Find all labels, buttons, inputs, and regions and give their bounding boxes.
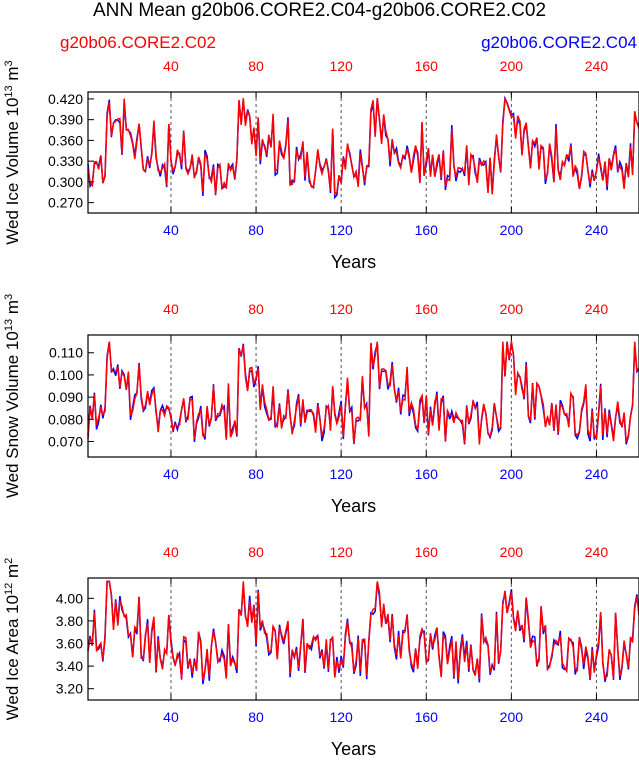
x-tick-label-bottom: 120	[329, 466, 353, 482]
y-tick-label: 3.20	[56, 681, 83, 697]
legend-c02: g20b06.CORE2.C02	[60, 33, 216, 52]
y-axis-label-ylabel-unit-exp: 2	[3, 558, 15, 564]
series-line-c02	[87, 580, 639, 681]
figure-title: ANN Mean g20b06.CORE2.C04-g20b06.CORE2.C…	[92, 0, 547, 21]
plot-frame	[87, 334, 639, 458]
y-tick-label: 0.330	[48, 153, 83, 169]
y-tick-label: 0.070	[48, 433, 83, 449]
x-axis-label: Years	[331, 739, 376, 759]
x-tick-label-top: 120	[329, 301, 353, 317]
y-tick-label: 3.60	[56, 636, 83, 652]
x-tick-label-top: 240	[585, 301, 609, 317]
y-tick-label: 0.360	[48, 132, 83, 148]
y-tick-label: 0.110	[49, 345, 83, 361]
x-tick-label-bottom: 240	[585, 709, 609, 725]
panel-3: 3.20 3.40 3.60 3.80 4.00 40 40 80 80 120 120 160 160…	[3, 544, 639, 759]
x-tick-label-top: 240	[585, 544, 609, 560]
y-axis-label-ylabel: Wed Snow Volume 10	[3, 331, 22, 498]
plot-frame	[87, 577, 639, 701]
x-axis-label: Years	[331, 496, 376, 516]
x-tick-label-bottom: 240	[585, 466, 609, 482]
x-tick-label-top: 200	[500, 544, 524, 560]
legend-c04: g20b06.CORE2.C04	[481, 33, 637, 52]
y-tick-label: 3.80	[56, 613, 83, 629]
y-axis-label: Wed Ice Volume 1013 m3	[3, 60, 22, 244]
x-tick-label-bottom: 40	[163, 466, 179, 482]
x-tick-label-top: 200	[500, 58, 524, 74]
x-tick-label-bottom: 120	[329, 222, 353, 238]
x-axis-label: Years	[331, 252, 376, 272]
x-tick-label-top: 160	[415, 544, 439, 560]
series-line-c02	[87, 341, 639, 445]
x-tick-label-top: 40	[163, 301, 179, 317]
y-tick-label: 0.420	[48, 91, 83, 107]
x-tick-label-bottom: 160	[415, 222, 439, 238]
x-tick-label-bottom: 80	[248, 466, 264, 482]
x-tick-label-bottom: 80	[248, 222, 264, 238]
y-axis-label: Wed Ice Area 1012 m2	[3, 558, 22, 721]
plot-frame	[87, 91, 639, 214]
y-axis-label-ylabel-unit-exp: 3	[3, 60, 15, 66]
y-axis-label-ylabel-unit-exp: 3	[3, 294, 15, 300]
x-tick-label-bottom: 160	[415, 709, 439, 725]
x-tick-label-bottom: 40	[163, 222, 179, 238]
y-tick-label: 0.080	[48, 411, 83, 427]
series-line-c02	[87, 97, 639, 195]
x-tick-label-top: 40	[163, 544, 179, 560]
x-tick-label-bottom: 120	[329, 709, 353, 725]
y-tick-label: 0.100	[48, 367, 83, 383]
x-tick-label-top: 240	[585, 58, 609, 74]
y-tick-label: 0.270	[48, 195, 83, 211]
y-axis-label-ylabel-exp: 12	[3, 583, 15, 595]
x-tick-label-top: 120	[329, 58, 353, 74]
y-axis-label-ylabel-exp: 13	[3, 85, 15, 97]
x-tick-label-bottom: 200	[500, 222, 524, 238]
y-tick-label: 3.40	[56, 658, 83, 674]
x-tick-label-bottom: 200	[500, 466, 524, 482]
y-axis-label: Wed Snow Volume 1013 m3	[3, 294, 22, 498]
x-tick-label-top: 120	[329, 544, 353, 560]
x-tick-label-top: 160	[415, 58, 439, 74]
x-tick-label-top: 80	[248, 301, 264, 317]
x-tick-label-bottom: 160	[415, 466, 439, 482]
y-axis-label-ylabel-exp: 13	[3, 319, 15, 331]
y-axis-label-ylabel-unit: m	[3, 564, 22, 583]
y-tick-label: 4.00	[56, 590, 83, 606]
x-tick-label-top: 160	[415, 301, 439, 317]
x-tick-label-bottom: 200	[500, 709, 524, 725]
y-axis-label-ylabel: Wed Ice Area 10	[3, 595, 22, 720]
panel-1: 0.270 0.300 0.330 0.360 0.390 0.420 40 40 80 80 12…	[3, 58, 639, 272]
x-tick-label-bottom: 240	[585, 222, 609, 238]
panel-2: 0.070 0.080 0.090 0.100 0.110 40 40 80 80 120 120 1…	[3, 294, 639, 516]
x-tick-label-top: 40	[163, 58, 179, 74]
y-axis-label-ylabel-unit: m	[3, 300, 22, 319]
y-axis-label-ylabel-unit: m	[3, 66, 22, 85]
x-tick-label-bottom: 40	[163, 709, 179, 725]
x-tick-label-top: 80	[248, 58, 264, 74]
x-tick-label-top: 80	[248, 544, 264, 560]
x-tick-label-bottom: 80	[248, 709, 264, 725]
y-axis-label-ylabel: Wed Ice Volume 10	[3, 98, 22, 245]
y-tick-label: 0.300	[48, 174, 83, 190]
y-tick-label: 0.090	[48, 389, 83, 405]
y-tick-label: 0.390	[48, 112, 83, 128]
x-tick-label-top: 200	[500, 301, 524, 317]
